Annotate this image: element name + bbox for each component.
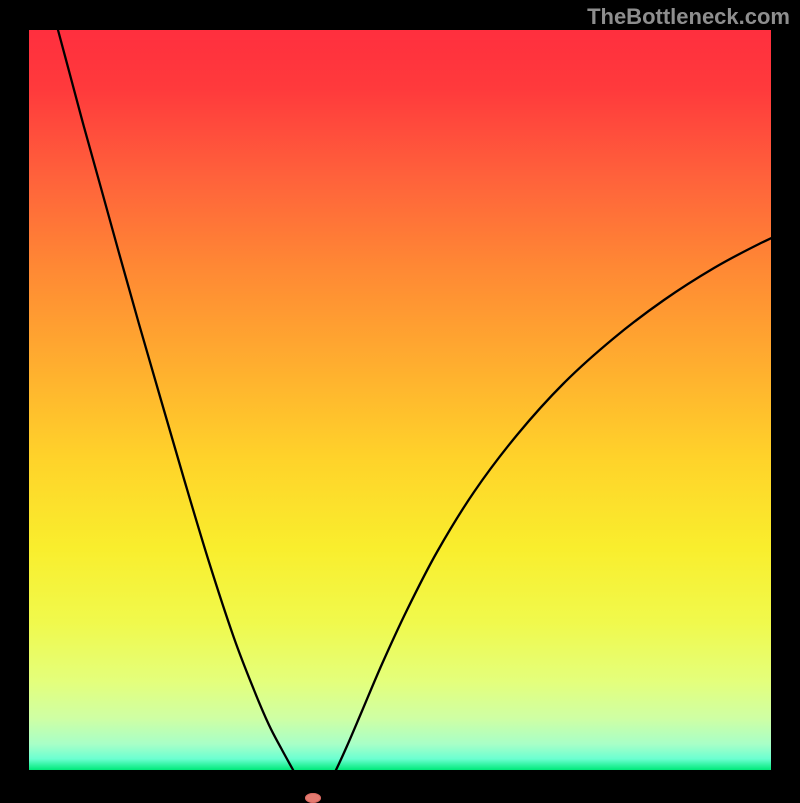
watermark-text: TheBottleneck.com <box>587 4 790 30</box>
chart-plot-area <box>29 30 771 770</box>
minimum-marker <box>305 793 321 803</box>
